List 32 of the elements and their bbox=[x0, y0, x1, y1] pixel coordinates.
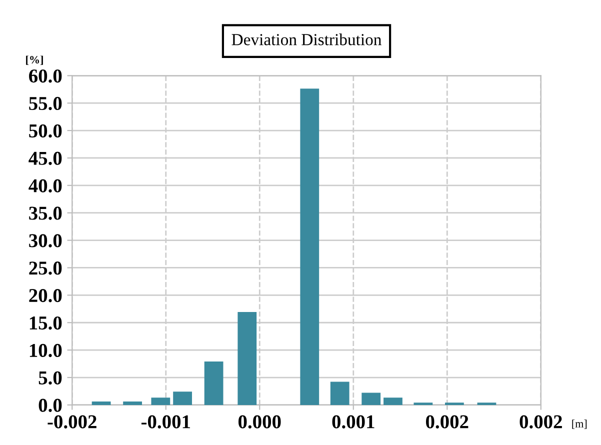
bar bbox=[123, 402, 142, 405]
y-tick-label: 55.0 bbox=[29, 96, 62, 110]
y-tick-label: 15.0 bbox=[30, 316, 62, 330]
x-tick-label: -0.002 bbox=[48, 415, 96, 428]
x-tick-label: 0.000 bbox=[238, 415, 281, 428]
bar bbox=[173, 392, 192, 405]
y-tick-label: 10.0 bbox=[30, 344, 62, 358]
bar bbox=[330, 382, 350, 405]
x-axis-title: [m] bbox=[572, 420, 587, 429]
bar bbox=[362, 392, 381, 405]
chart-title: Deviation Distribution bbox=[232, 34, 382, 46]
bar bbox=[238, 312, 257, 405]
y-tick-label: 40.0 bbox=[28, 179, 62, 192]
x-tick-label: -0.001 bbox=[141, 415, 190, 428]
bar bbox=[92, 402, 111, 405]
y-tick-label: 30.0 bbox=[29, 234, 62, 248]
y-tick-label: 25.0 bbox=[29, 262, 62, 275]
bar bbox=[151, 398, 170, 405]
bar bbox=[204, 361, 224, 405]
bar bbox=[384, 398, 402, 405]
x-tick-label: 0.002 bbox=[520, 415, 562, 428]
y-tick-label: 50.0 bbox=[29, 124, 62, 138]
bar bbox=[300, 88, 320, 405]
y-tick-label: 0.0 bbox=[38, 398, 62, 412]
y-tick-label: 20.0 bbox=[29, 289, 62, 302]
y-axis-title: [%] bbox=[26, 56, 43, 65]
x-tick-label: 0.001 bbox=[332, 415, 374, 428]
y-tick-label: 5.0 bbox=[38, 371, 62, 385]
y-tick-label: 45.0 bbox=[28, 152, 62, 165]
y-tick-label: 60.0 bbox=[29, 69, 62, 83]
y-tick-label: 35.0 bbox=[29, 206, 62, 220]
x-tick-label: 0.002 bbox=[426, 415, 468, 428]
